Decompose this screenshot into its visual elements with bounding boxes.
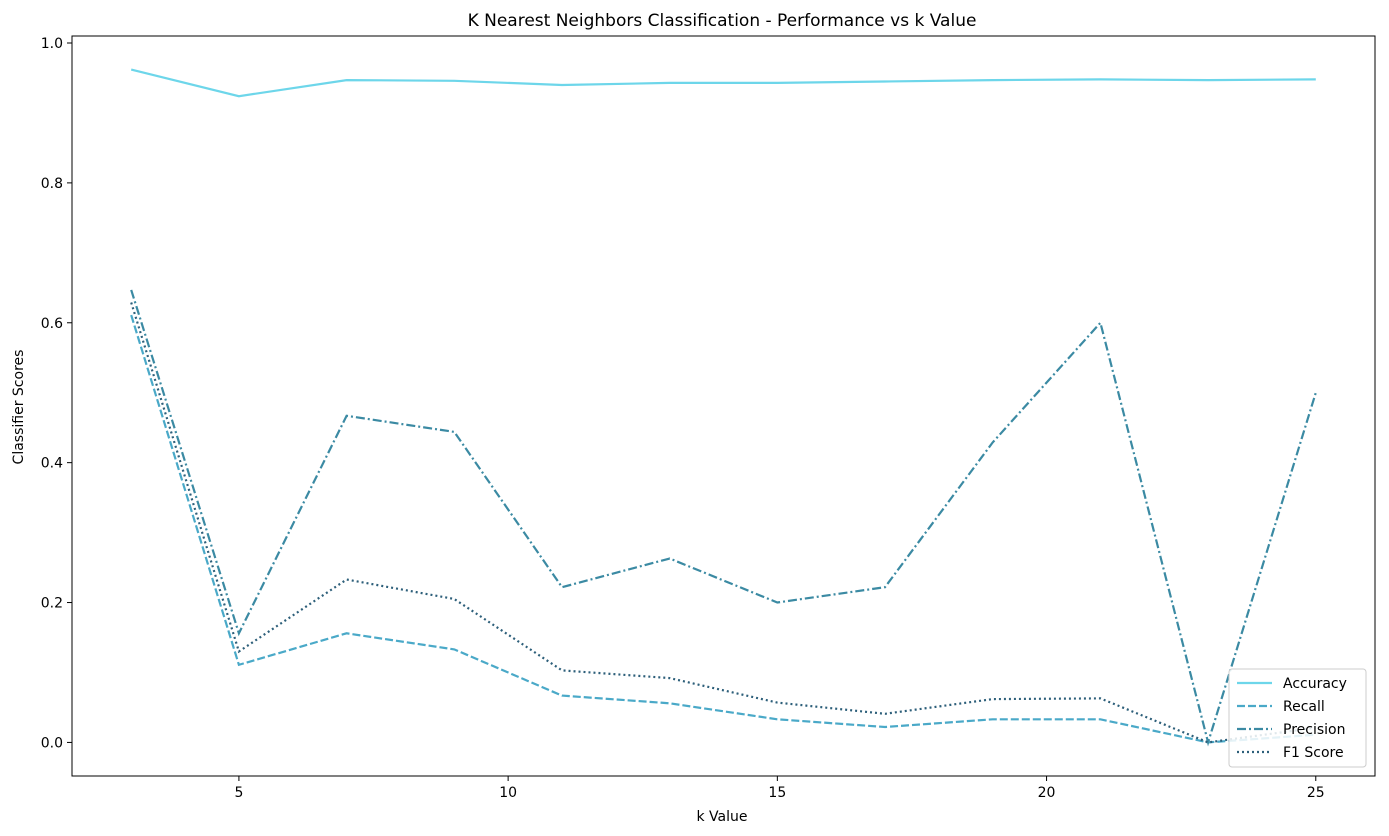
y-tick-label: 1.0 [41,36,63,52]
axes-layer: 5 10 15 20 25 0.0 0.2 0.4 0.6 0.8 1.0 [41,35,1376,801]
y-tick-label: 0.6 [41,316,63,332]
chart-title: K Nearest Neighbors Classification - Per… [468,11,977,31]
x-tick-label: 25 [1307,785,1325,801]
x-tick-label: 20 [1038,785,1056,801]
series-layer [130,68,1317,747]
x-tick-label: 5 [234,785,243,801]
x-tick-label: 15 [768,785,786,801]
plot-frame [71,35,1376,777]
legend-label: Precision [1283,722,1345,738]
legend-label: Accuracy [1283,676,1347,692]
y-axis-label: Classifier Scores [11,350,27,465]
series-line-accuracy [130,68,1316,98]
y-tick-label: 0.4 [41,456,63,472]
y-tick-label: 0.0 [41,735,63,751]
y-tick-label: 0.8 [41,176,63,192]
legend-box [1228,668,1367,768]
legend-label: Recall [1283,699,1325,715]
series-line-f1-score [130,302,1316,744]
x-tick-label: 10 [499,785,517,801]
legend-label: F1 Score [1283,745,1344,761]
y-tick-label: 0.2 [41,596,63,612]
series-line-precision [130,289,1317,747]
legend: Accuracy Recall Precision F1 Score [1228,668,1367,768]
x-axis-label: k Value [696,809,747,825]
